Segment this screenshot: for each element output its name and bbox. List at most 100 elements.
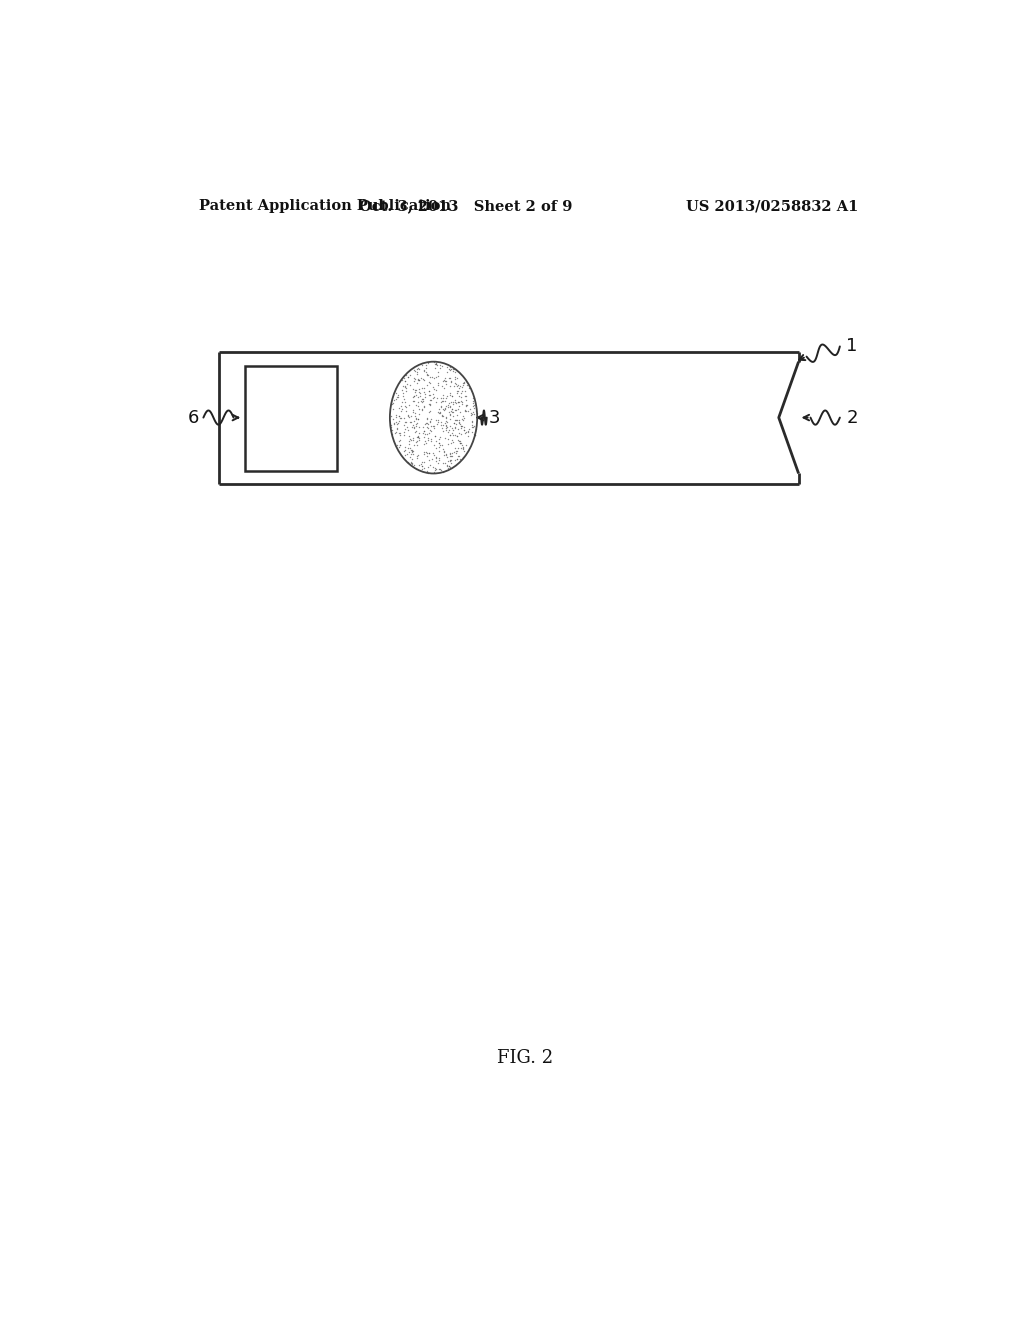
Point (392, 429, 409, 450)
Point (447, 400, 464, 421)
Point (465, 391, 481, 412)
Point (452, 445, 468, 466)
Point (398, 444, 415, 465)
Point (427, 354, 443, 375)
Point (455, 409, 471, 430)
Point (445, 393, 462, 414)
Point (451, 378, 467, 399)
Point (464, 404, 480, 425)
Point (438, 387, 455, 408)
Point (420, 352, 436, 374)
Point (443, 391, 460, 412)
Point (391, 405, 408, 426)
Point (389, 418, 406, 440)
Point (426, 445, 442, 466)
Point (445, 432, 462, 453)
Point (431, 440, 447, 461)
Point (432, 403, 449, 424)
Point (447, 416, 464, 437)
Point (398, 400, 415, 421)
Point (404, 417, 421, 438)
Point (441, 455, 458, 477)
Point (435, 387, 452, 408)
Point (456, 420, 472, 441)
Point (392, 434, 409, 455)
Point (401, 438, 418, 459)
Point (457, 399, 473, 420)
Point (404, 440, 421, 461)
Point (452, 376, 468, 397)
Point (434, 404, 451, 425)
Point (423, 429, 439, 450)
Point (416, 381, 432, 403)
Point (445, 401, 462, 422)
Point (430, 412, 446, 433)
Point (449, 441, 465, 462)
Point (433, 391, 450, 412)
Point (408, 409, 424, 430)
Point (451, 430, 467, 451)
Point (394, 375, 411, 396)
Point (416, 378, 432, 399)
Point (433, 412, 450, 433)
Point (404, 401, 421, 422)
Text: US 2013/0258832 A1: US 2013/0258832 A1 (686, 199, 858, 213)
Point (409, 362, 425, 383)
Point (409, 408, 425, 429)
Point (436, 370, 453, 391)
Point (446, 372, 463, 393)
Point (411, 417, 427, 438)
Point (461, 418, 477, 440)
Point (416, 451, 432, 473)
Point (441, 457, 458, 478)
Point (462, 397, 478, 418)
Point (409, 430, 425, 451)
Point (409, 447, 425, 469)
Point (401, 425, 418, 446)
Point (453, 417, 469, 438)
Point (410, 396, 426, 417)
Point (421, 422, 437, 444)
Point (434, 391, 451, 412)
Point (465, 395, 481, 416)
Point (455, 372, 471, 393)
Point (452, 433, 468, 454)
Point (416, 370, 432, 391)
Point (445, 359, 462, 380)
Point (458, 395, 474, 416)
Point (451, 413, 467, 434)
Point (420, 413, 436, 434)
Point (396, 395, 413, 416)
Point (442, 359, 459, 380)
Point (436, 412, 453, 433)
Point (456, 416, 472, 437)
Point (419, 374, 435, 395)
Point (451, 422, 467, 444)
Point (410, 425, 426, 446)
Point (430, 401, 446, 422)
Point (447, 362, 464, 383)
Point (449, 449, 465, 470)
Point (443, 385, 460, 407)
Point (427, 459, 443, 480)
Point (428, 367, 444, 388)
Point (389, 417, 406, 438)
Point (427, 458, 443, 479)
Point (406, 417, 422, 438)
Point (450, 429, 466, 450)
Point (398, 397, 415, 418)
Point (432, 426, 449, 447)
Point (441, 424, 458, 445)
Point (393, 399, 410, 420)
Point (404, 391, 421, 412)
Point (445, 424, 462, 445)
Point (465, 417, 481, 438)
Point (460, 420, 476, 441)
Point (411, 370, 427, 391)
Point (387, 405, 403, 426)
Point (431, 434, 447, 455)
Point (453, 416, 469, 437)
Point (441, 445, 458, 466)
Point (459, 395, 475, 416)
Point (454, 434, 470, 455)
